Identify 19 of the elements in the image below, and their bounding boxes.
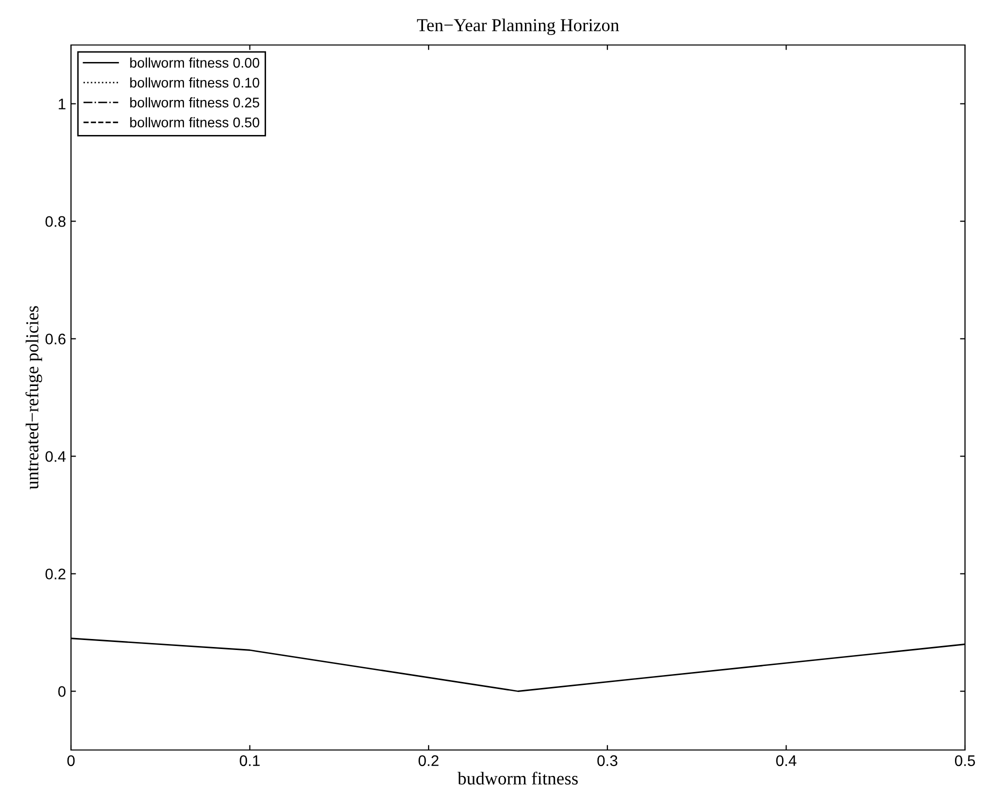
x-tick-label: 0 [67,755,75,766]
x-tick-label: 0.4 [776,755,796,766]
y-tick-label: 0.2 [46,568,66,580]
y-tick-label: 0.8 [46,216,66,227]
y-tick-label: 1 [58,98,66,110]
y-tick-label: 0.4 [46,451,66,462]
x-tick-label: 0.3 [597,755,618,766]
legend-label: bollworm fitness 0.25 [130,97,260,108]
x-tick-label: 0.5 [954,755,975,766]
legend-label: bollworm fitness 0.00 [130,58,260,68]
x-axis-title: budworm fitness [458,772,578,785]
x-tick-label: 0.1 [240,755,260,766]
legend-label: bollworm fitness 0.50 [130,117,260,128]
chart-title: Ten−Year Planning Horizon [417,18,620,36]
legend-label: bollworm fitness 0.10 [130,77,260,88]
y-axis-title: untreated−refuge policies [26,306,42,490]
y-tick-label: 0.6 [46,334,66,344]
x-tick-label: 0.2 [418,755,438,766]
y-tick-label: 0 [58,686,66,697]
